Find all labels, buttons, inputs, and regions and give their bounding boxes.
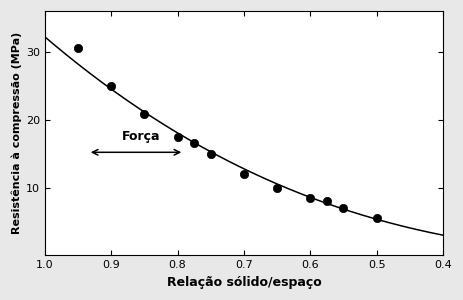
Point [107, 83, 115, 88]
Point [307, 195, 314, 200]
Text: Força: Força [122, 130, 160, 143]
Point [273, 185, 281, 190]
X-axis label: Relação sólido/espaço: Relação sólido/espaço [167, 276, 321, 289]
Point [373, 216, 380, 220]
Point [340, 206, 347, 210]
Point [190, 141, 198, 146]
Point [207, 151, 214, 156]
Point [240, 172, 248, 176]
Y-axis label: Resistência à compressão (MPa): Resistência à compressão (MPa) [11, 32, 22, 234]
Point [323, 199, 331, 204]
Point [74, 46, 81, 51]
Point [174, 134, 181, 139]
Point [141, 112, 148, 117]
